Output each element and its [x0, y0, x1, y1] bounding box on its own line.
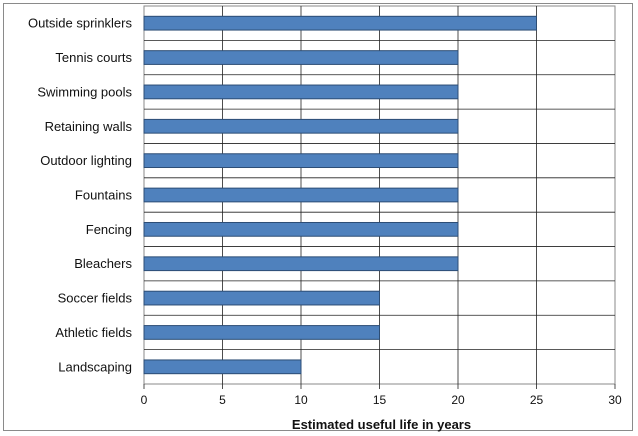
category-label: Swimming pools — [37, 84, 132, 99]
x-tick-label: 25 — [530, 393, 544, 407]
grid-layer — [143, 5, 616, 389]
bar-tennis-courts — [143, 50, 459, 65]
tick-label-layer: 0 5 10 15 20 25 30 — [141, 393, 622, 407]
bar-layer — [143, 15, 537, 375]
bar-swimming-pools — [143, 84, 459, 100]
bar-athletic-fields — [143, 325, 380, 340]
bar-outdoor-lighting — [143, 153, 459, 169]
category-label: Athletic fields — [55, 325, 132, 340]
bar-outside-sprinklers — [143, 15, 537, 31]
category-label: Bleachers — [74, 256, 132, 271]
category-label: Soccer fields — [58, 291, 133, 306]
bar-bleachers — [143, 256, 459, 272]
bar-fencing — [143, 221, 459, 237]
category-label: Outdoor lighting — [40, 153, 132, 168]
category-label: Outside sprinklers — [28, 16, 133, 31]
bar-soccer-fields — [143, 290, 380, 306]
x-tick-label: 30 — [608, 393, 622, 407]
x-tick-label: 5 — [219, 393, 226, 407]
bar-fountains — [143, 187, 459, 203]
bar-landscaping — [143, 359, 302, 375]
category-label: Landscaping — [58, 359, 132, 374]
x-tick-label: 0 — [141, 393, 148, 407]
x-axis-title: Estimated useful life in years — [292, 417, 471, 432]
bar-retaining-walls — [143, 118, 459, 134]
x-tick-label: 20 — [451, 393, 465, 407]
category-label: Fountains — [75, 188, 133, 203]
category-label: Tennis courts — [55, 50, 132, 65]
category-label: Retaining walls — [45, 119, 133, 134]
x-tick-label: 15 — [373, 393, 387, 407]
category-label-layer: Outside sprinklers Tennis courts Swimming … — [28, 16, 133, 375]
x-tick-label: 10 — [294, 393, 308, 407]
category-label: Fencing — [86, 222, 132, 237]
